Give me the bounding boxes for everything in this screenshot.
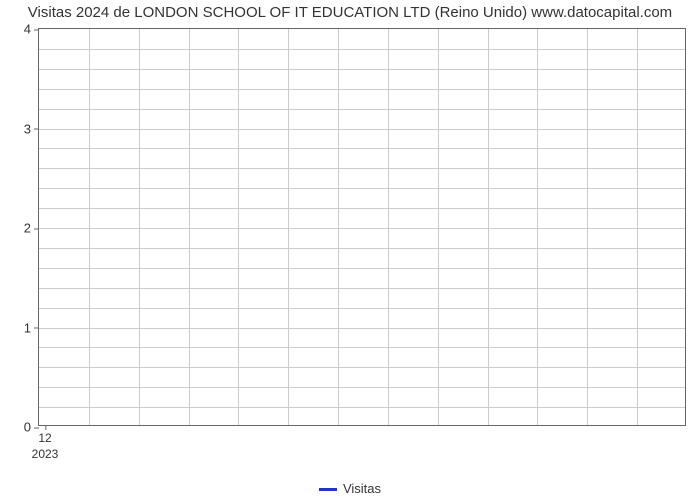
y-tick-label: 3 (24, 121, 39, 136)
plot-area: 01234122023 (38, 28, 686, 426)
gridline-vertical (587, 29, 588, 425)
chart-title: Visitas 2024 de LONDON SCHOOL OF IT EDUC… (0, 4, 700, 21)
y-tick-label: 4 (24, 22, 39, 37)
gridline-vertical (438, 29, 439, 425)
gridline-vertical (288, 29, 289, 425)
chart-container: Visitas 2024 de LONDON SCHOOL OF IT EDUC… (0, 0, 700, 500)
y-tick-label: 0 (24, 420, 39, 435)
x-year-label: 2023 (32, 447, 59, 461)
legend-swatch-visitas (319, 488, 337, 491)
gridline-vertical (388, 29, 389, 425)
gridline-vertical (338, 29, 339, 425)
gridline-vertical (89, 29, 90, 425)
gridline-vertical (488, 29, 489, 425)
gridline-vertical (537, 29, 538, 425)
gridline-vertical (189, 29, 190, 425)
legend-label: Visitas (343, 481, 381, 496)
gridline-vertical (238, 29, 239, 425)
gridline-vertical (139, 29, 140, 425)
y-tick-label: 2 (24, 221, 39, 236)
x-tick-label: 12 (38, 425, 51, 445)
legend: Visitas (0, 481, 700, 496)
y-tick-label: 1 (24, 320, 39, 335)
gridline-vertical (637, 29, 638, 425)
